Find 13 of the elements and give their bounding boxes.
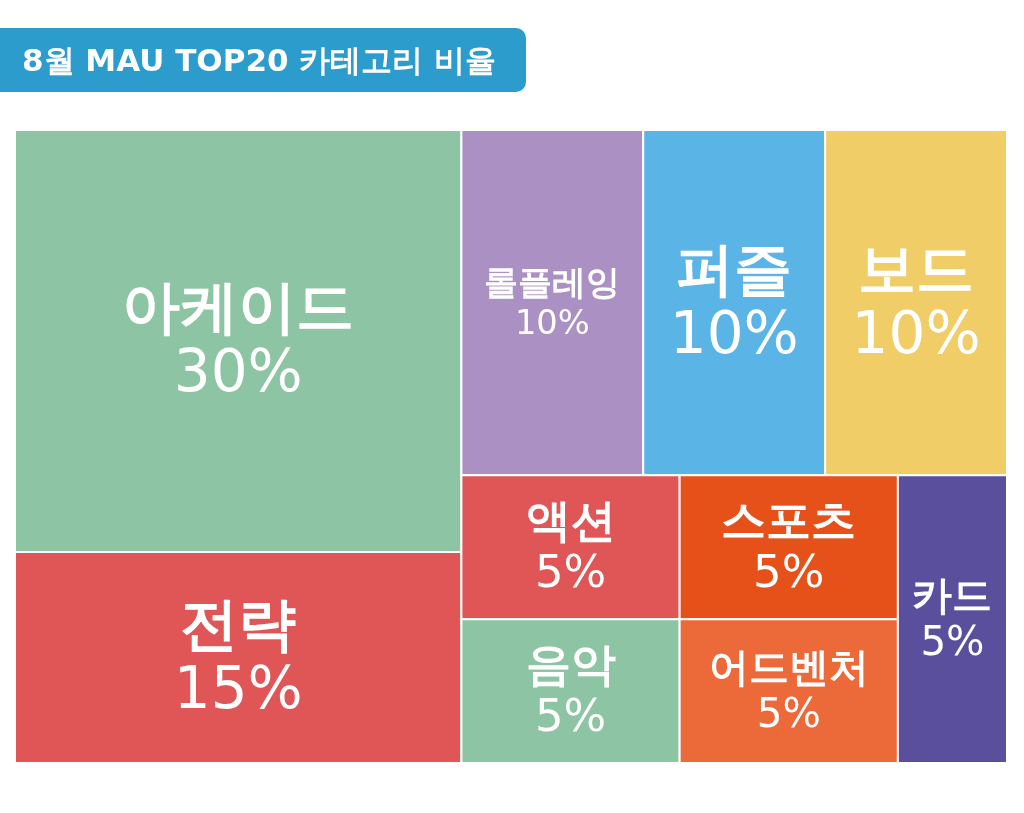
data-label: 5% bbox=[534, 689, 607, 743]
category-label: 롤플레잉 bbox=[484, 262, 621, 302]
data-label: 5% bbox=[920, 617, 985, 666]
category-label: 카드 bbox=[912, 571, 993, 620]
data-label: 5% bbox=[534, 545, 607, 599]
category-label: 어드벤처 bbox=[708, 643, 869, 692]
data-label: 10% bbox=[514, 302, 590, 342]
data-label: 5% bbox=[756, 689, 821, 738]
category-label: 음악 bbox=[525, 638, 616, 692]
text: 8월 MAU TOP20 카테고리 비율 bbox=[0, 28, 527, 92]
category-label: 액션 bbox=[525, 494, 616, 548]
data-label: 5% bbox=[753, 545, 825, 599]
category-label: 스포츠 bbox=[721, 494, 857, 548]
